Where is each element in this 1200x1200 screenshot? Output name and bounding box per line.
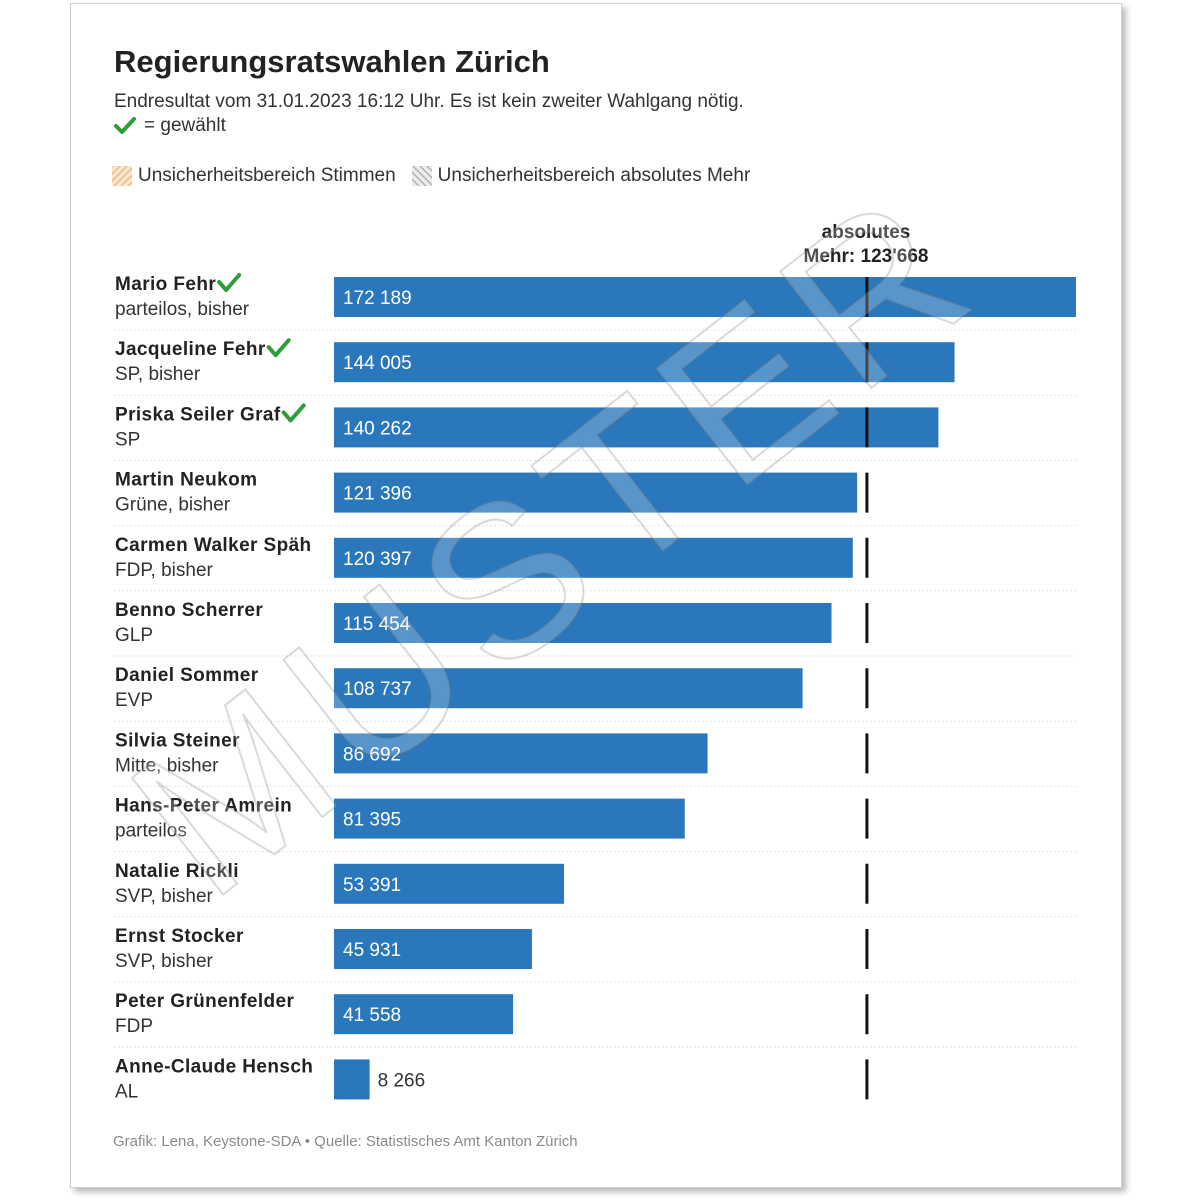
- threshold-label-line2: Mehr: 123'668: [803, 246, 929, 267]
- hatch-orange-icon: [112, 166, 132, 186]
- bar-value-label: 86 692: [343, 744, 401, 765]
- candidate-party: SP, bisher: [115, 364, 201, 385]
- candidate-party: AL: [115, 1081, 138, 1102]
- bar-value-label: 81 395: [343, 810, 401, 831]
- hatch-grey-icon: [411, 166, 432, 186]
- chart-title: Regierungsratswahlen Zürich: [114, 44, 550, 79]
- legend-item-stimmen: Unsicherheitsbereich Stimmen: [112, 165, 396, 187]
- bar-value-label: 144 005: [343, 353, 412, 374]
- bar-value-label: 8 266: [378, 1070, 426, 1091]
- elected-check-icon: [266, 338, 291, 358]
- bar-value-label: 172 189: [343, 288, 412, 309]
- elected-legend-label: = gewählt: [144, 115, 226, 136]
- candidate-party: SP: [115, 429, 140, 450]
- candidate-name: Priska Seiler Graf: [115, 404, 281, 425]
- bar: [334, 342, 955, 383]
- bar: [334, 472, 858, 513]
- chart-subtitle: Endresultat vom 31.01.2023 16:12 Uhr. Es…: [114, 91, 744, 112]
- bar-value-label: 108 737: [343, 679, 412, 700]
- candidate-party: FDP: [115, 1016, 153, 1037]
- bar: [334, 863, 565, 904]
- candidate-name: Peter Grünenfelder: [115, 991, 295, 1012]
- threshold-label-line1: absolutes: [821, 222, 911, 243]
- candidate-name: Hans-Peter Amrein: [115, 796, 292, 817]
- bar: [334, 1059, 370, 1100]
- candidate-name: Jacqueline Fehr: [115, 339, 266, 360]
- candidate-party: parteilos: [115, 821, 187, 842]
- elected-check-icon: [217, 273, 242, 292]
- source-note: Grafik: Lena, Keystone-SDA • Quelle: Sta…: [113, 1133, 578, 1150]
- bar: [334, 603, 832, 643]
- candidate-name: Carmen Walker Späh: [115, 535, 312, 556]
- bar: [334, 798, 685, 839]
- candidate-party: FDP, bisher: [115, 560, 214, 581]
- candidate-party: EVP: [115, 690, 153, 711]
- candidate-party: Mitte, bisher: [115, 755, 219, 776]
- check-icon: [114, 117, 136, 134]
- candidate-name: Anne-Claude Hensch: [115, 1056, 313, 1077]
- candidate-name: Silvia Steiner: [115, 730, 240, 751]
- bar-value-label: 45 931: [343, 940, 401, 961]
- elected-check-icon: [281, 403, 306, 423]
- bar: [334, 733, 708, 774]
- candidate-name: Daniel Sommer: [115, 665, 259, 686]
- candidate-party: GLP: [115, 625, 153, 646]
- threshold-label: absolutes Mehr: 123'668: [766, 221, 966, 269]
- bar-value-label: 121 396: [343, 484, 412, 505]
- candidate-party: Grüne, bisher: [115, 495, 231, 516]
- candidate-name: Benno Scherrer: [115, 600, 263, 621]
- legend-label-mehr: Unsicherheitsbereich absolutes Mehr: [437, 165, 751, 186]
- candidate-name: Natalie Rickli: [115, 861, 239, 882]
- bar-value-label: 53 391: [343, 875, 401, 896]
- bar: [334, 277, 1076, 317]
- bar-value-label: 41 558: [343, 1005, 401, 1026]
- legend-label-stimmen: Unsicherheitsbereich Stimmen: [138, 165, 396, 186]
- bar-value-label: 115 454: [343, 614, 411, 635]
- elected-legend: = gewählt: [114, 115, 226, 137]
- candidate-party: SVP, bisher: [115, 886, 214, 907]
- candidate-name: Mario Fehr: [115, 274, 216, 295]
- candidate-party: parteilos, bisher: [115, 299, 250, 320]
- candidate-name: Ernst Stocker: [115, 926, 244, 947]
- bar: [334, 994, 514, 1035]
- bar: [334, 668, 803, 709]
- legend: Unsicherheitsbereich Stimmen Unsicherhei…: [112, 165, 766, 187]
- bar: [334, 929, 532, 969]
- chart-card: [70, 3, 1122, 1188]
- bar: [334, 407, 939, 448]
- legend-item-mehr: Unsicherheitsbereich absolutes Mehr: [411, 165, 751, 187]
- bar: [334, 537, 853, 578]
- bar-value-label: 120 397: [343, 549, 412, 570]
- candidate-party: SVP, bisher: [115, 951, 214, 972]
- bar-value-label: 140 262: [343, 418, 412, 439]
- candidate-name: Martin Neukom: [115, 470, 257, 491]
